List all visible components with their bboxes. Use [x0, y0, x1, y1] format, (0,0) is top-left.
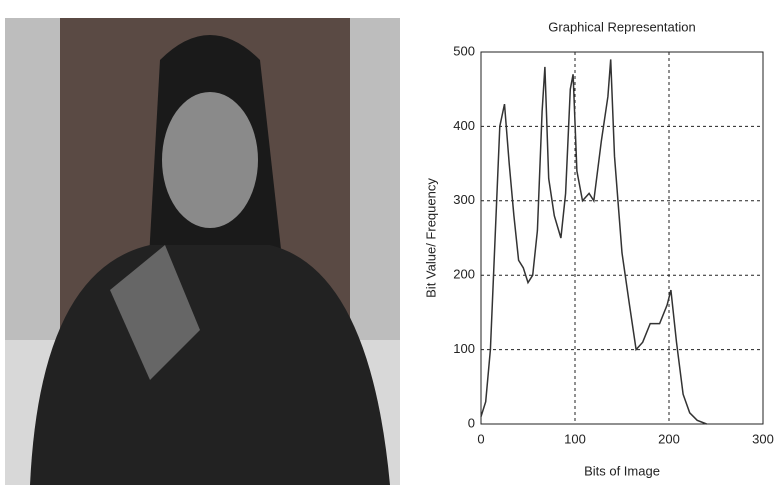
y-tick-label: 200 [453, 267, 475, 282]
y-tick-label: 0 [468, 415, 475, 430]
chart-title: Graphical Representation [548, 19, 695, 34]
x-tick-label: 300 [752, 431, 774, 446]
chart-panel [405, 5, 783, 485]
x-axis-label: Bits of Image [584, 463, 660, 478]
y-tick-label: 300 [453, 192, 475, 207]
page: Graphical Representation Bits of Image B… [0, 0, 783, 485]
y-tick-label: 500 [453, 43, 475, 58]
x-tick-label: 0 [477, 431, 484, 446]
y-tick-label: 100 [453, 341, 475, 356]
x-tick-label: 100 [564, 431, 586, 446]
x-tick-label: 200 [658, 431, 680, 446]
photo-face [162, 92, 258, 228]
y-tick-label: 400 [453, 118, 475, 133]
y-axis-label: Bit Value/ Frequency [423, 178, 438, 298]
photo [5, 18, 400, 485]
